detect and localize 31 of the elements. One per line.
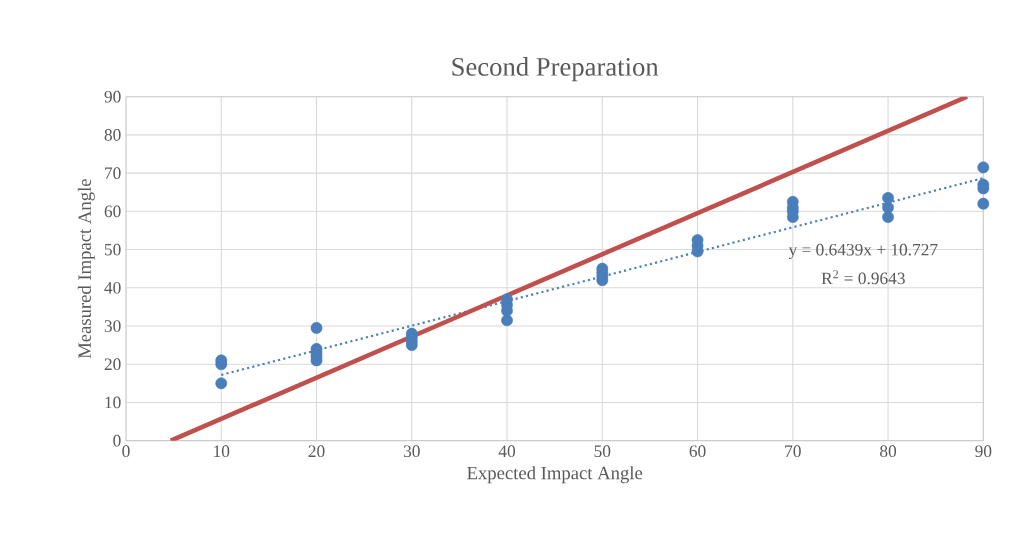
y-tick-label: 50 — [104, 243, 121, 256]
point — [215, 377, 228, 390]
point — [977, 161, 990, 174]
y-tick-label: 40 — [104, 281, 121, 294]
y-tick-label: 0 — [113, 434, 121, 447]
x-tick-label: 50 — [594, 445, 611, 458]
point — [882, 192, 894, 204]
y-tick-label: 20 — [104, 358, 121, 371]
point — [310, 322, 323, 334]
y-axis-title: Measured Impact Angle — [77, 179, 95, 359]
x-tick-label: 60 — [689, 445, 706, 458]
y-tick-label: 70 — [105, 167, 121, 179]
x-tick-label: 80 — [880, 445, 897, 458]
y-tick-label: 10 — [105, 396, 121, 409]
annotation: R$^{2}$ = 0.9643 — [821, 270, 905, 285]
y-tick-label: 90 — [104, 90, 121, 103]
x-tick-label: 70 — [785, 445, 801, 458]
x-tick-label: 10 — [214, 445, 230, 458]
x-tick-label: 40 — [498, 445, 516, 458]
annotation: y = 0.6439x + 10.727 — [788, 243, 938, 260]
x-tick-label: 90 — [975, 445, 992, 458]
y-tick-label: 80 — [104, 129, 121, 141]
point — [882, 201, 894, 214]
y-tick-label: 60 — [104, 205, 121, 218]
y-tick-label: 30 — [104, 320, 121, 332]
x-tick-label: 0 — [122, 445, 130, 458]
chart-title: Second Preparation — [452, 57, 659, 82]
x-tick-label: 30 — [403, 445, 420, 458]
x-axis-title: Expected Impact Angle — [467, 466, 643, 484]
x-tick-label: 20 — [308, 445, 325, 458]
point — [977, 197, 990, 210]
